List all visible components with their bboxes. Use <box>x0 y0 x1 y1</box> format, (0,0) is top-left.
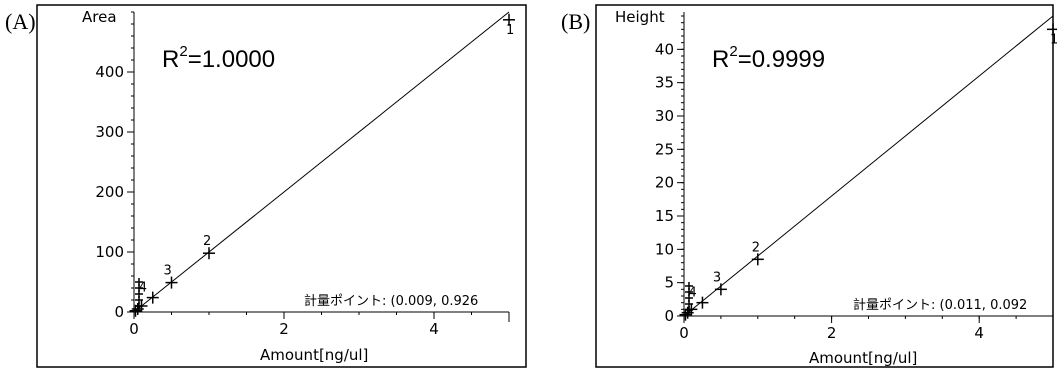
x-axis-title: Amount[ng/ul] <box>260 346 368 364</box>
panel-label: (A) <box>5 9 36 34</box>
data-point-marker <box>696 296 709 309</box>
r-squared-label: R2=0.9999 <box>712 43 825 73</box>
y-ticks: 0 5 10 15 20 25 30 35 40 <box>655 15 684 325</box>
y-tick-label: 200 <box>95 183 124 201</box>
panel-frame <box>36 4 527 368</box>
data-point-marker <box>751 253 764 266</box>
y-tick-label: 40 <box>655 40 674 58</box>
data-point-marker <box>135 278 143 286</box>
calibration-point-text: 計量ポイント: (0.011, 0.092 <box>853 297 1027 313</box>
y-tick-label: 20 <box>655 174 674 192</box>
y-tick-label: 0 <box>664 307 674 325</box>
fit-line <box>133 11 510 313</box>
x-axis-title: Amount[ng/ul] <box>809 349 917 367</box>
x-tick-label: 2 <box>279 320 289 338</box>
data-point-marker <box>146 291 159 304</box>
point-label: 1 <box>506 23 514 38</box>
x-ticks: 0 2 4 <box>129 312 472 338</box>
point-label: 3 <box>713 270 721 285</box>
r-squared-label: R2=1.0000 <box>162 43 275 73</box>
x-tick-label: 0 <box>679 324 689 342</box>
y-axis-title: Area <box>82 8 117 26</box>
point-label: 1 <box>1050 32 1057 47</box>
x-tick-label: 2 <box>827 324 837 342</box>
y-tick-label: 0 <box>114 303 124 321</box>
point-label: 2 <box>203 234 211 249</box>
y-tick-label: 30 <box>655 107 674 125</box>
x-tick-label: 0 <box>129 320 139 338</box>
point-label: 2 <box>752 240 760 255</box>
y-tick-label: 15 <box>655 207 674 225</box>
point-labels: 1 2 3 4 <box>688 32 1057 300</box>
data-point-marker <box>685 282 693 290</box>
y-axis-title: Height <box>615 8 665 26</box>
y-tick-label: 300 <box>95 123 124 141</box>
data-points <box>129 13 515 317</box>
point-label: 3 <box>164 264 172 279</box>
point-label: 4 <box>139 281 147 296</box>
data-points <box>679 23 1057 321</box>
data-point-marker <box>681 306 694 319</box>
calibration-point-text: 計量ポイント: (0.009, 0.926 <box>304 293 478 309</box>
data-point-marker <box>165 276 178 289</box>
data-point-marker <box>203 247 215 260</box>
point-labels: 1 2 3 4 <box>139 23 515 296</box>
data-point-marker <box>129 304 142 317</box>
data-point-marker <box>503 13 515 26</box>
y-ticks: 0 100 200 300 400 <box>95 11 134 321</box>
y-tick-label: 400 <box>95 63 124 81</box>
data-point-marker <box>714 283 727 296</box>
x-tick-label: 4 <box>974 324 984 342</box>
x-ticks: 0 2 4 <box>679 316 1017 342</box>
x-tick-label: 4 <box>429 320 439 338</box>
chart-panel-a: (A) R2=1.0000 Area Amount[ng/ul] 0100200… <box>5 4 527 368</box>
panel-frame <box>595 4 1054 368</box>
chart-panel-b: (B) R2=0.9999 Height Amount[ng/ul] 05101… <box>561 4 1057 368</box>
y-tick-label: 10 <box>655 240 674 258</box>
data-point-marker <box>131 303 144 315</box>
panel-label: (B) <box>561 9 590 34</box>
y-tick-label: 35 <box>655 74 674 92</box>
point-label: 4 <box>688 286 696 301</box>
data-point-marker <box>1047 23 1057 36</box>
y-tick-label: 5 <box>664 274 674 292</box>
y-tick-label: 100 <box>95 243 124 261</box>
fit-line <box>683 15 1054 317</box>
y-tick-label: 25 <box>655 140 674 158</box>
